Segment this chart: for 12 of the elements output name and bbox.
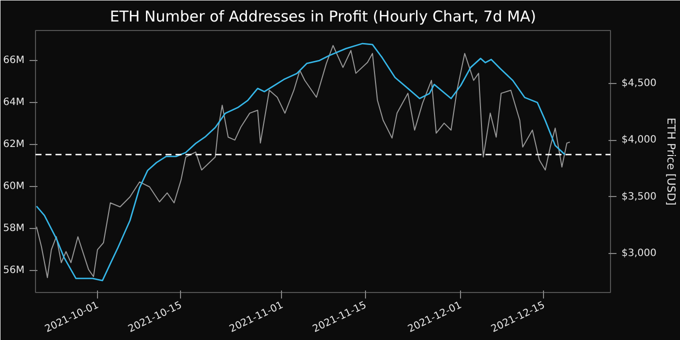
- y2-tick-label: $3,500: [622, 191, 656, 202]
- y-tick-label: 66M: [3, 55, 25, 66]
- y-tick-label: 62M: [3, 138, 25, 150]
- y-tick-label: 58M: [3, 222, 25, 234]
- chart-title: ETH Number of Addresses in Profit (Hourly Chart, 7d MA): [110, 8, 536, 26]
- y2-axis-title: ETH Price [USD]: [664, 118, 678, 206]
- y-tick-label: 56M: [3, 264, 25, 276]
- y-tick-label: 60M: [3, 180, 25, 192]
- y2-tick-label: $3,000: [622, 248, 656, 260]
- y2-tick-label: $4,000: [622, 134, 656, 146]
- y-tick-label: 64M: [3, 97, 25, 108]
- y2-tick-label: $4,500: [622, 78, 656, 89]
